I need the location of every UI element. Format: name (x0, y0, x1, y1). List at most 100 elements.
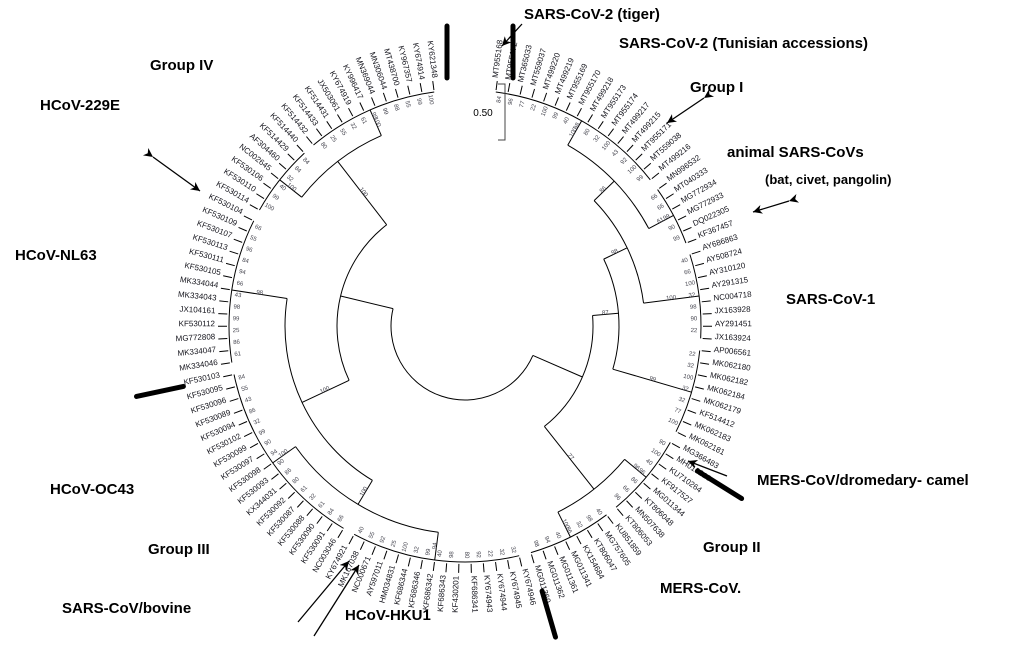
svg-text:90: 90 (690, 316, 697, 322)
svg-text:SARS-CoV-1: SARS-CoV-1 (786, 291, 875, 308)
svg-text:animal SARS-CoVs: animal SARS-CoVs (727, 144, 864, 161)
svg-text:Group I: Group I (690, 79, 743, 96)
svg-text:80: 80 (463, 552, 469, 559)
svg-text:80: 80 (292, 476, 301, 485)
svg-text:NC004718: NC004718 (713, 290, 753, 303)
svg-text:KF430201: KF430201 (451, 575, 461, 613)
svg-text:77: 77 (673, 407, 682, 415)
svg-text:HCoV-HKU1: HCoV-HKU1 (345, 607, 431, 624)
svg-text:98: 98 (532, 540, 540, 549)
svg-text:32: 32 (687, 363, 695, 370)
svg-text:66: 66 (337, 514, 346, 523)
svg-text:98: 98 (584, 514, 593, 523)
svg-text:100: 100 (601, 140, 612, 152)
svg-text:100: 100 (278, 448, 290, 459)
svg-text:MK334043: MK334043 (178, 290, 218, 303)
svg-text:40: 40 (594, 508, 603, 517)
svg-text:40: 40 (358, 526, 367, 535)
svg-text:98: 98 (690, 304, 698, 311)
svg-text:MG772808: MG772808 (175, 332, 216, 343)
svg-text:MK334047: MK334047 (177, 345, 217, 358)
svg-text:61: 61 (359, 117, 368, 126)
svg-text:40: 40 (553, 531, 561, 540)
svg-text:100: 100 (263, 202, 275, 213)
svg-text:22: 22 (530, 103, 538, 112)
svg-text:KF686341: KF686341 (469, 576, 479, 614)
svg-text:99: 99 (648, 376, 657, 384)
svg-text:32: 32 (681, 385, 690, 393)
svg-text:100: 100 (358, 187, 369, 199)
svg-text:SARS-CoV-2 (Tunisian accession: SARS-CoV-2 (Tunisian accessions) (619, 35, 868, 52)
svg-text:80: 80 (583, 127, 592, 136)
svg-text:86: 86 (284, 467, 293, 476)
svg-text:100: 100 (650, 448, 662, 459)
svg-text:99: 99 (673, 235, 682, 243)
svg-text:99: 99 (552, 111, 560, 120)
svg-text:80: 80 (319, 142, 328, 151)
svg-text:84: 84 (301, 157, 310, 166)
svg-text:61: 61 (318, 500, 327, 509)
svg-text:86: 86 (248, 407, 257, 415)
svg-text:96: 96 (612, 493, 621, 502)
svg-text:90: 90 (668, 224, 677, 233)
svg-text:94: 94 (432, 542, 439, 550)
svg-text:92: 92 (379, 535, 387, 544)
svg-text:KF686343: KF686343 (436, 574, 448, 612)
svg-text:98: 98 (449, 551, 455, 559)
svg-text:100: 100 (427, 94, 435, 105)
svg-text:55: 55 (249, 235, 258, 243)
svg-text:55: 55 (338, 128, 347, 137)
svg-text:98: 98 (233, 304, 241, 311)
svg-text:100: 100 (372, 117, 382, 129)
svg-text:66: 66 (621, 485, 630, 494)
svg-text:92: 92 (475, 551, 481, 559)
svg-text:100: 100 (685, 280, 697, 288)
svg-text:32: 32 (688, 292, 696, 299)
svg-text:AY310120: AY310120 (708, 261, 746, 277)
svg-text:KY674943: KY674943 (482, 575, 494, 613)
svg-text:MK334044: MK334044 (179, 275, 219, 290)
svg-text:55: 55 (241, 385, 250, 393)
svg-text:22: 22 (691, 328, 698, 334)
svg-text:96: 96 (508, 97, 515, 105)
svg-text:40: 40 (681, 257, 690, 265)
svg-text:SARS-CoV/bovine: SARS-CoV/bovine (62, 600, 191, 617)
svg-text:98: 98 (256, 290, 264, 297)
svg-text:100: 100 (627, 164, 639, 176)
svg-text:100: 100 (541, 105, 550, 117)
svg-text:22: 22 (688, 351, 696, 358)
svg-text:32: 32 (509, 546, 516, 554)
svg-text:99: 99 (636, 174, 645, 183)
svg-text:32: 32 (348, 122, 357, 131)
svg-text:66: 66 (684, 269, 693, 277)
svg-text:96: 96 (245, 246, 254, 254)
svg-text:88: 88 (392, 104, 400, 113)
svg-text:100: 100 (319, 385, 331, 395)
svg-text:43: 43 (244, 396, 253, 404)
svg-text:66: 66 (236, 281, 244, 288)
svg-text:100: 100 (682, 374, 694, 382)
svg-text:KY621348: KY621348 (426, 40, 440, 79)
svg-text:92: 92 (620, 157, 629, 166)
svg-text:32: 32 (309, 492, 318, 501)
svg-text:KF686346: KF686346 (407, 570, 423, 608)
svg-text:84: 84 (496, 95, 503, 103)
svg-text:32: 32 (253, 418, 262, 427)
svg-text:25: 25 (328, 135, 337, 144)
svg-text:66: 66 (254, 224, 263, 233)
svg-text:KF530105: KF530105 (184, 261, 223, 277)
svg-text:AP006561: AP006561 (713, 345, 752, 358)
svg-text:KY674945: KY674945 (508, 571, 524, 610)
svg-text:94: 94 (543, 536, 551, 545)
svg-text:32: 32 (574, 520, 583, 529)
svg-text:84: 84 (238, 374, 247, 382)
svg-text:43: 43 (234, 292, 242, 299)
svg-text:25: 25 (233, 328, 240, 334)
svg-text:SARS-CoV-2 (tiger): SARS-CoV-2 (tiger) (524, 6, 660, 23)
svg-text:87: 87 (602, 310, 610, 317)
svg-text:40: 40 (437, 549, 444, 557)
svg-text:61: 61 (300, 484, 309, 493)
svg-text:KY674944: KY674944 (495, 573, 509, 612)
svg-text:Group IV: Group IV (150, 57, 213, 74)
svg-text:KF530112: KF530112 (179, 319, 216, 328)
